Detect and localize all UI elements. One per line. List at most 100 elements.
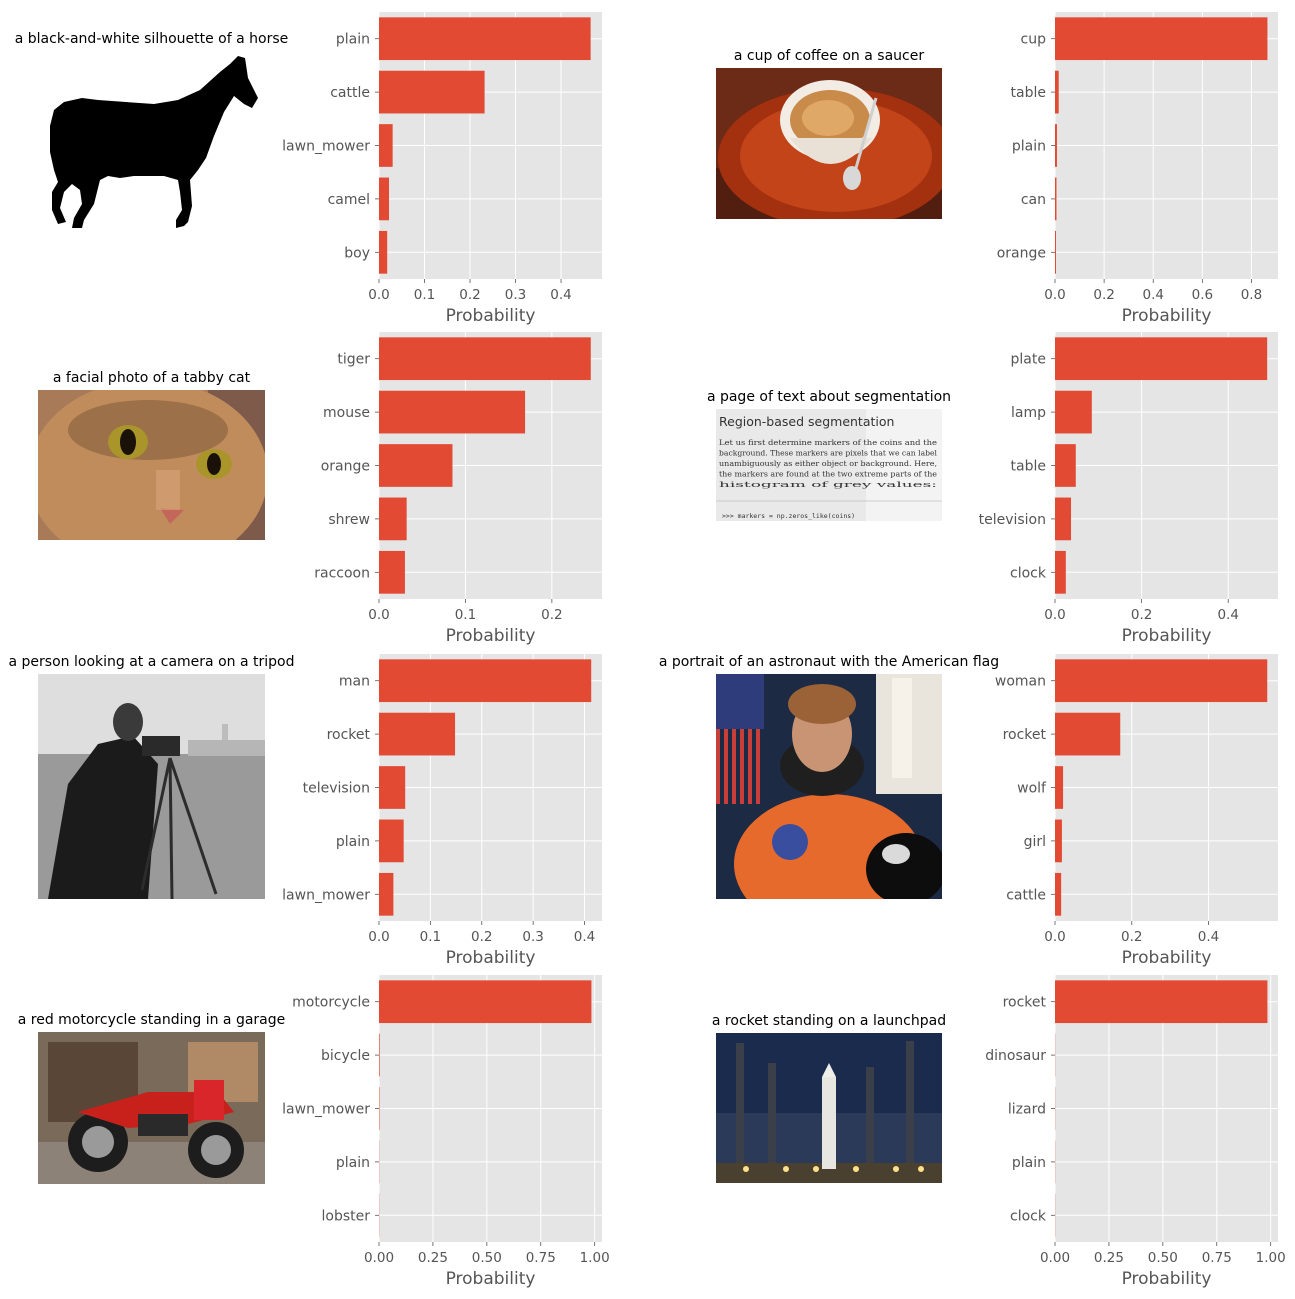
x-tick-label: 0.75 <box>526 1250 556 1266</box>
bar <box>1055 980 1268 1024</box>
chart-panel-4: plate lamp table television clock 0.0 0.2 0.4 Pr… <box>707 332 1278 646</box>
x-tick-label: 0.2 <box>459 287 480 303</box>
flag-stripe <box>740 674 744 804</box>
bar <box>1055 177 1057 221</box>
y-tick-label: can <box>1021 192 1046 208</box>
tripod-leg <box>140 757 172 891</box>
y-tick-label: lizard <box>1008 1102 1046 1118</box>
hair <box>788 684 856 724</box>
bar <box>1055 124 1057 167</box>
bar <box>1055 872 1062 916</box>
rocket-launchpad-image <box>716 1033 942 1183</box>
y-tick-label: lawn_mower <box>282 139 370 155</box>
launch-tower <box>866 1067 874 1163</box>
horse-shape <box>50 56 258 228</box>
tabby-cat-image <box>38 390 265 540</box>
x-tick-label: 0.00 <box>1040 1250 1070 1266</box>
bar <box>1055 766 1064 809</box>
launch-tower <box>768 1063 776 1163</box>
bar <box>379 659 592 703</box>
y-tick-label: girl <box>1024 834 1046 850</box>
bar <box>1055 819 1062 863</box>
bar <box>379 230 388 274</box>
camera <box>142 736 180 756</box>
bar <box>379 70 485 114</box>
bar <box>1055 17 1268 61</box>
x-tick-label: 0.25 <box>1094 1250 1124 1266</box>
y-tick-label: camel <box>328 192 370 208</box>
image-caption: a page of text about segmentation <box>707 389 951 405</box>
x-tick-label: 0.2 <box>1131 607 1152 623</box>
x-tick-label: 0.2 <box>541 607 562 623</box>
x-tick-label: 0.25 <box>418 1250 448 1266</box>
y-tick-label: lobster <box>322 1208 371 1224</box>
y-tick-label: motorcycle <box>292 995 370 1011</box>
bar <box>379 124 393 167</box>
bar <box>379 872 394 916</box>
y-tick-label: rocket <box>327 727 371 743</box>
image-caption: a cup of coffee on a saucer <box>734 48 924 64</box>
x-tick-label: 0.1 <box>420 929 441 945</box>
helmet <box>866 833 942 899</box>
y-tick-label: clock <box>1010 1208 1047 1224</box>
mission-patch <box>772 824 808 860</box>
y-tick-label: bicycle <box>321 1048 370 1064</box>
bar <box>1055 390 1092 434</box>
x-tick-label: 0.0 <box>368 607 389 623</box>
bar <box>379 819 404 863</box>
cameraman-image <box>38 674 265 899</box>
bar <box>379 1033 380 1077</box>
y-tick-label: wolf <box>1017 781 1047 797</box>
bar <box>379 177 390 221</box>
x-tick-label: 0.2 <box>471 929 492 945</box>
bar <box>1055 550 1066 594</box>
image-body-line: histogram of grey values: <box>719 481 937 489</box>
text-page-image: Region-based segmentation Let us first de… <box>716 409 942 521</box>
coffee-cup-image <box>716 68 942 219</box>
bar <box>379 712 456 756</box>
y-tick-label: plate <box>1011 352 1046 368</box>
bar <box>379 17 591 61</box>
bar <box>379 497 407 541</box>
y-tick-label: plain <box>1012 139 1046 155</box>
y-tick-label: cup <box>1021 32 1047 48</box>
x-axis-label: Probability <box>1122 306 1212 326</box>
x-tick-label: 0.0 <box>1044 929 1065 945</box>
rocket <box>822 1077 836 1169</box>
x-tick-label: 1.00 <box>580 1250 610 1266</box>
x-tick-label: 0.0 <box>1044 607 1065 623</box>
x-axis-label: Probability <box>446 626 536 646</box>
y-tick-label: orange <box>321 459 370 475</box>
x-tick-label: 0.4 <box>1198 929 1219 945</box>
y-tick-label: rocket <box>1003 995 1047 1011</box>
image-body-line: Let us first determine markers of the co… <box>719 439 937 447</box>
bar <box>1055 444 1076 487</box>
bar <box>1055 230 1056 274</box>
person <box>48 736 158 899</box>
tripod-leg <box>168 757 174 899</box>
x-tick-label: 0.0 <box>368 929 389 945</box>
pad-light <box>813 1166 819 1172</box>
y-tick-label: boy <box>344 245 370 261</box>
cat-nose <box>160 508 184 524</box>
engine <box>138 1114 188 1136</box>
x-axis-label: Probability <box>1122 1269 1212 1289</box>
x-tick-label: 0.4 <box>1142 287 1163 303</box>
x-axis-label: Probability <box>1122 626 1212 646</box>
x-tick-label: 0.50 <box>472 1250 502 1266</box>
flag-stripe <box>732 674 736 804</box>
image-heading: Region-based segmentation <box>719 414 894 429</box>
bar <box>1055 712 1121 756</box>
image-body-line: background. These markers are pixels tha… <box>719 450 938 458</box>
image-caption: a rocket standing on a launchpad <box>712 1013 946 1029</box>
y-tick-label: rocket <box>1003 727 1047 743</box>
bar <box>1055 497 1072 541</box>
x-tick-label: 0.0 <box>1044 287 1065 303</box>
y-tick-label: lamp <box>1011 405 1046 421</box>
y-tick-label: man <box>339 674 370 690</box>
y-tick-label: lawn_mower <box>282 887 370 903</box>
horse-silhouette-image <box>50 56 258 228</box>
bar <box>379 980 592 1024</box>
